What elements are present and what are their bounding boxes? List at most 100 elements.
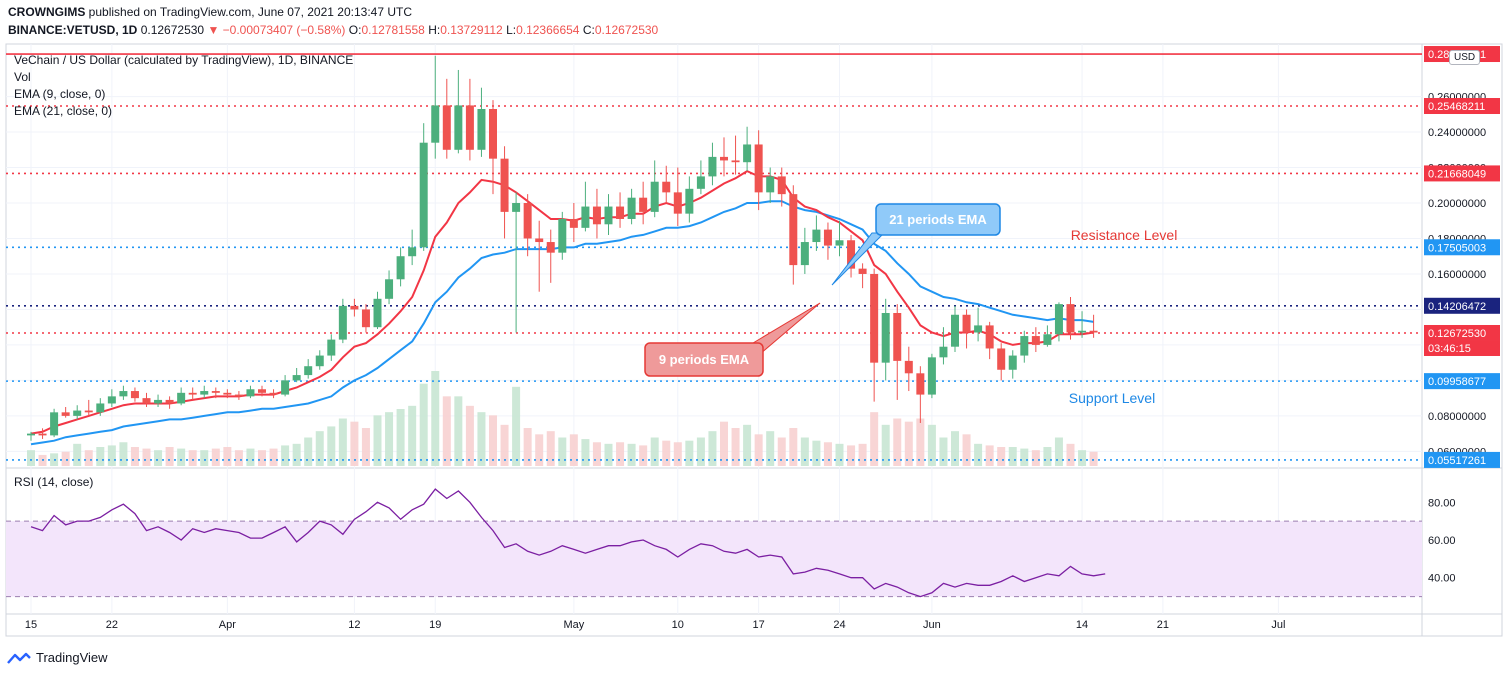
chart-frame [5, 43, 1503, 637]
volume-bar [881, 424, 890, 466]
candle-body [119, 391, 128, 397]
volume-bar [823, 442, 832, 466]
candle-body [130, 391, 139, 399]
candle-body [211, 391, 220, 393]
price-tick-label: 0.16000000 [1428, 269, 1486, 281]
x-tick-label: 21 [1157, 619, 1169, 631]
candle-body [939, 346, 948, 358]
volume-bar [385, 412, 394, 466]
candle-body [223, 392, 232, 395]
volume-bar [650, 437, 659, 466]
level-price-label: 0.21668049 [1428, 168, 1486, 180]
level-price-tag [1424, 373, 1500, 390]
candle-body [84, 410, 93, 413]
volume-bar [188, 450, 197, 466]
volume-bar [916, 418, 925, 466]
volume-bar [1066, 443, 1075, 466]
volume-bar [939, 437, 948, 466]
legend-ema21: EMA (21, close, 0) [14, 104, 113, 118]
volume-bar [442, 396, 451, 466]
symbol-label: BINANCE:VETUSD, 1D [8, 23, 138, 37]
candle-body [881, 312, 890, 363]
candle-body [696, 176, 705, 189]
candle-body [997, 348, 1006, 370]
volume-bar [84, 450, 93, 466]
candle-body [766, 176, 775, 193]
candle-body [512, 203, 521, 212]
volume-bar [396, 409, 405, 466]
candle-body [904, 360, 913, 374]
volume-bar [408, 405, 417, 466]
candle-body [73, 410, 82, 416]
x-tick-label: 10 [672, 619, 684, 631]
candle-body [673, 192, 682, 214]
volume-bar [1089, 451, 1098, 466]
volume-bar [304, 437, 313, 466]
support-annotation: Support Level [1069, 390, 1155, 406]
candle-body [777, 176, 786, 195]
candle-body [604, 206, 613, 225]
volume-bar [766, 431, 775, 466]
last-price: 0.12672530 [140, 23, 205, 37]
volume-bar [592, 442, 601, 466]
countdown-label: 03:46:15 [1428, 343, 1471, 355]
rsi-band [6, 521, 1422, 597]
candle-body [292, 375, 301, 381]
volume-bar [361, 428, 370, 466]
candle-body [800, 242, 809, 266]
candle-body [188, 392, 197, 395]
level-price-label: 0.14206472 [1428, 301, 1486, 313]
price-tick-label: 0.24000000 [1428, 127, 1486, 139]
symbol-ohlc-row: BINANCE:VETUSD, 1D 0.12672530 ▼ −0.00073… [8, 23, 658, 37]
candle-body [281, 380, 290, 395]
candle-body [558, 218, 567, 253]
volume-bar [431, 371, 440, 466]
tradingview-footer[interactable]: TradingView [6, 650, 108, 665]
volume-bar [708, 431, 717, 466]
candle-body [477, 108, 486, 150]
volume-bar [500, 424, 509, 466]
volume-bar [419, 383, 428, 466]
volume-bar [870, 412, 879, 466]
candle-body [916, 373, 925, 395]
volume-bar [350, 421, 359, 466]
candle-body [1031, 336, 1040, 345]
volume-bar [327, 426, 336, 466]
ema21-callout-box [875, 203, 1001, 236]
publish-info: CROWNGIMS published on TradingView.com, … [8, 5, 412, 19]
volume-bar [616, 442, 625, 466]
volume-bar [292, 443, 301, 466]
volume-bar [1043, 447, 1052, 466]
candle-body [50, 412, 59, 436]
candle-body [743, 144, 752, 163]
x-tick-label: 17 [753, 619, 765, 631]
currency-button[interactable]: USD [1449, 50, 1481, 65]
candle-body [581, 206, 590, 228]
candle-body [569, 218, 578, 228]
candle-body [61, 412, 70, 416]
volume-bar [246, 448, 255, 466]
volume-bar [627, 443, 636, 466]
legend-ema9: EMA (9, close, 0) [14, 87, 106, 101]
volume-bar [777, 437, 786, 466]
candle-body [662, 181, 671, 193]
volume-bar [523, 428, 532, 466]
volume-bar [673, 442, 682, 466]
candle-body [1020, 336, 1029, 356]
rsi-line [30, 488, 1106, 598]
volume-bar [858, 443, 867, 466]
volume-bar [581, 439, 590, 466]
volume-bar [61, 451, 70, 466]
volume-bar [465, 405, 474, 466]
level-price-tag [1424, 239, 1500, 256]
candle-body [234, 394, 243, 397]
candle-body [1008, 355, 1017, 370]
volume-bar [569, 434, 578, 466]
candle-body [154, 399, 163, 404]
level-price-label: 0.05517261 [1428, 455, 1486, 467]
volume-bar [512, 386, 521, 466]
high-label: H: [428, 23, 441, 37]
candle-body [927, 357, 936, 395]
countdown-tag [1424, 340, 1500, 356]
